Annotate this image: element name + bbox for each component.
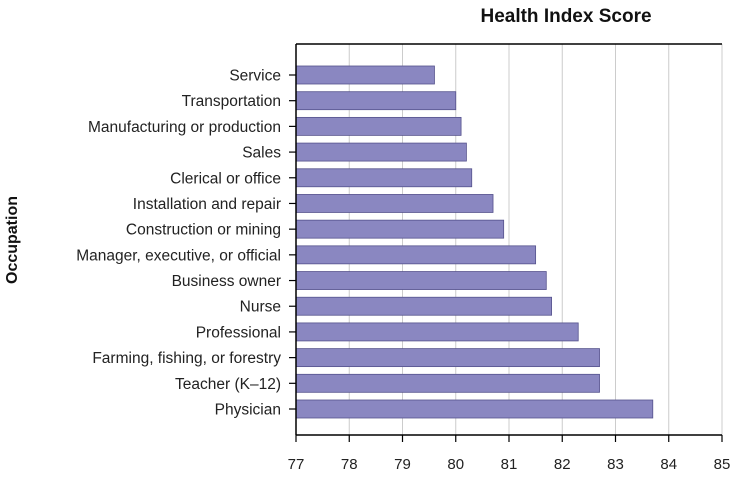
category-label: Transportation bbox=[182, 93, 281, 110]
category-label: Construction or mining bbox=[126, 222, 281, 239]
bar bbox=[295, 65, 435, 85]
bar bbox=[295, 271, 547, 290]
x-tick-label: 81 bbox=[501, 456, 518, 473]
bar bbox=[295, 399, 654, 419]
bar bbox=[295, 116, 462, 136]
bar bbox=[295, 168, 473, 188]
category-label: Clerical or office bbox=[170, 170, 281, 187]
category-label: Farming, fishing, or forestry bbox=[92, 350, 281, 367]
category-label: Nurse bbox=[240, 299, 281, 316]
bar bbox=[295, 219, 505, 239]
x-tick-label: 77 bbox=[288, 456, 305, 473]
x-tick-label: 80 bbox=[447, 456, 464, 473]
axes bbox=[295, 43, 722, 436]
category-labels: Service Transportation Manufacturing or pr… bbox=[76, 68, 296, 419]
x-tick-label: 79 bbox=[394, 456, 411, 473]
bar bbox=[295, 142, 467, 162]
bar bbox=[295, 322, 579, 342]
category-label: Professional bbox=[196, 324, 281, 341]
chart-title: Health Index Score bbox=[480, 6, 651, 27]
bars bbox=[295, 65, 654, 419]
category-label: Installation and repair bbox=[133, 196, 281, 213]
category-label: Physician bbox=[215, 402, 281, 419]
bar bbox=[295, 91, 457, 111]
category-label: Manufacturing or production bbox=[88, 119, 281, 136]
category-label: Teacher (K–12) bbox=[175, 376, 281, 393]
category-label: Manager, executive, or official bbox=[76, 247, 281, 264]
bar bbox=[295, 245, 537, 265]
bar bbox=[295, 373, 600, 393]
bar bbox=[295, 348, 600, 368]
category-label: Sales bbox=[242, 145, 281, 162]
x-tick-label: 78 bbox=[341, 456, 358, 473]
x-tick-label: 82 bbox=[554, 456, 571, 473]
y-axis-label: Occupation bbox=[4, 196, 21, 284]
x-tick-label: 84 bbox=[660, 456, 677, 473]
category-label: Service bbox=[229, 68, 281, 85]
bar bbox=[295, 194, 494, 213]
category-label: Business owner bbox=[172, 273, 281, 290]
x-tick-label: 85 bbox=[714, 456, 731, 473]
x-tick-label: 83 bbox=[607, 456, 624, 473]
bar bbox=[295, 296, 553, 316]
x-ticks: 77 78 79 80 81 82 83 84 85 bbox=[288, 435, 731, 473]
